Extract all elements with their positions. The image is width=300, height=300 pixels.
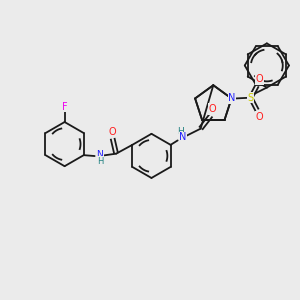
Text: H: H	[177, 127, 184, 136]
Text: N: N	[97, 150, 103, 159]
Text: O: O	[256, 74, 263, 84]
Text: O: O	[109, 127, 116, 137]
Text: H: H	[97, 157, 103, 166]
Text: F: F	[62, 102, 68, 112]
Text: O: O	[208, 104, 216, 114]
Text: S: S	[248, 93, 254, 103]
Text: N: N	[228, 93, 236, 103]
Text: O: O	[256, 112, 263, 122]
Text: N: N	[179, 133, 187, 142]
